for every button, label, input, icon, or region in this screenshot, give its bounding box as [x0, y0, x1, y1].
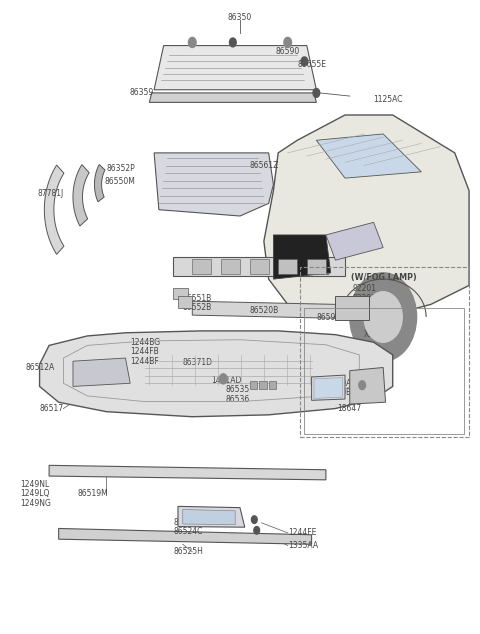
Polygon shape	[154, 46, 316, 90]
Text: 1249LQ: 1249LQ	[21, 489, 50, 498]
Bar	[250, 382, 257, 389]
Bar	[250, 259, 269, 274]
Polygon shape	[59, 529, 312, 544]
Text: 86520B: 86520B	[250, 306, 279, 315]
Circle shape	[219, 374, 227, 384]
Text: 86535: 86535	[226, 385, 250, 394]
Text: 1125AC: 1125AC	[373, 94, 403, 104]
Circle shape	[284, 37, 291, 48]
Text: 1244BG: 1244BG	[130, 338, 160, 347]
Text: 86551B: 86551B	[183, 294, 212, 302]
Text: 86561Z: 86561Z	[250, 161, 279, 170]
Text: 87781J: 87781J	[37, 190, 63, 198]
Bar	[259, 382, 267, 389]
Text: 86523B: 86523B	[173, 517, 203, 527]
Text: 1249NG: 1249NG	[21, 499, 51, 508]
Text: 86512A: 86512A	[25, 363, 55, 372]
Bar	[221, 259, 240, 274]
Circle shape	[229, 38, 236, 47]
Text: 86524C: 86524C	[173, 527, 203, 536]
Bar	[173, 288, 188, 299]
Polygon shape	[314, 378, 343, 398]
Text: 86593A: 86593A	[316, 313, 346, 321]
Polygon shape	[149, 93, 316, 102]
Bar	[304, 307, 464, 434]
Text: 1244BF: 1244BF	[130, 357, 159, 366]
Circle shape	[364, 292, 402, 342]
Circle shape	[350, 273, 417, 361]
Text: 92202: 92202	[352, 294, 376, 302]
Polygon shape	[154, 153, 274, 216]
Text: 92201: 92201	[352, 284, 376, 293]
Bar	[300, 266, 469, 437]
Polygon shape	[95, 165, 105, 202]
Polygon shape	[192, 301, 336, 318]
Circle shape	[189, 37, 196, 48]
Text: (W/FOG LAMP): (W/FOG LAMP)	[351, 273, 417, 282]
Text: X92231: X92231	[364, 330, 393, 339]
Bar	[269, 382, 276, 389]
Polygon shape	[73, 165, 89, 226]
Text: 86655E: 86655E	[297, 60, 326, 69]
Polygon shape	[44, 165, 64, 254]
Text: 1249NL: 1249NL	[21, 480, 50, 489]
Polygon shape	[73, 358, 130, 387]
Polygon shape	[173, 257, 345, 276]
Text: 86536: 86536	[226, 394, 250, 404]
Polygon shape	[264, 115, 469, 317]
Circle shape	[359, 381, 365, 389]
Text: 86525H: 86525H	[173, 547, 203, 556]
Bar	[192, 259, 211, 274]
Circle shape	[252, 516, 257, 524]
Text: 1244FB: 1244FB	[130, 347, 159, 356]
Polygon shape	[49, 465, 326, 480]
Text: 1125DB: 1125DB	[321, 388, 351, 398]
Polygon shape	[274, 235, 331, 279]
Text: 86352P: 86352P	[106, 164, 135, 173]
Circle shape	[254, 527, 260, 534]
Text: 1491AD: 1491AD	[211, 375, 242, 385]
Polygon shape	[39, 331, 393, 417]
Text: 86552B: 86552B	[183, 303, 212, 312]
Polygon shape	[312, 375, 345, 400]
Text: 86359: 86359	[130, 88, 154, 98]
Polygon shape	[178, 507, 245, 527]
Text: 86350: 86350	[228, 13, 252, 22]
Text: 86519M: 86519M	[78, 489, 108, 498]
Text: 86371D: 86371D	[183, 358, 213, 367]
Polygon shape	[316, 134, 421, 178]
Polygon shape	[183, 510, 235, 525]
Text: 86530: 86530	[307, 268, 331, 277]
Polygon shape	[326, 223, 383, 260]
Text: 1335AA: 1335AA	[288, 541, 318, 550]
Text: 86590: 86590	[276, 48, 300, 56]
Bar	[336, 296, 369, 320]
Bar	[178, 296, 192, 307]
Polygon shape	[350, 368, 385, 404]
Text: 92241: 92241	[366, 320, 390, 329]
Text: 86550M: 86550M	[104, 177, 135, 186]
Text: 18647: 18647	[338, 404, 362, 413]
Circle shape	[313, 89, 320, 98]
Text: 1014DA: 1014DA	[321, 378, 351, 388]
Text: 86517: 86517	[39, 404, 64, 413]
Bar	[307, 259, 326, 274]
Text: 1244FE: 1244FE	[288, 528, 316, 538]
Circle shape	[301, 57, 308, 66]
Bar	[278, 259, 297, 274]
